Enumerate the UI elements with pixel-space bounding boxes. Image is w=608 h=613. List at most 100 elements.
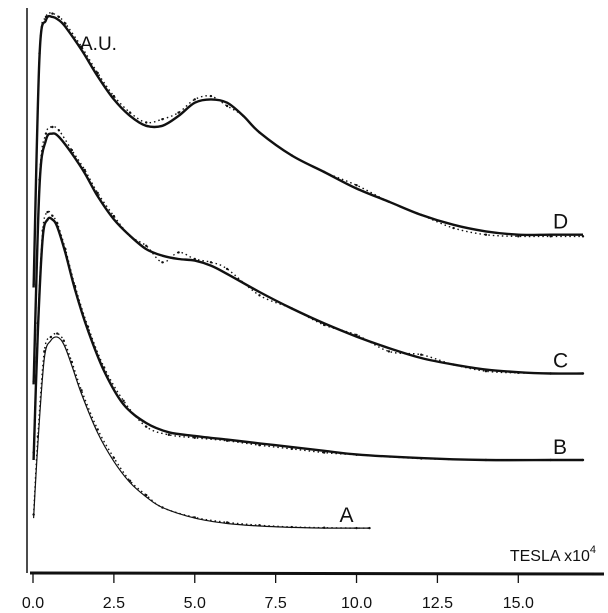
data-point	[225, 521, 229, 524]
curve-labels: A B C D	[339, 211, 568, 527]
data-point	[96, 71, 99, 75]
data-point	[420, 353, 423, 356]
data-point	[387, 350, 391, 353]
x-tick-label: 0.0	[22, 595, 44, 612]
data-point	[32, 283, 35, 286]
data-point	[193, 257, 196, 261]
data-point	[64, 247, 67, 251]
curve-label-c: C	[553, 350, 568, 373]
data-point	[517, 371, 520, 375]
data-point	[64, 22, 67, 25]
data-point	[258, 294, 261, 297]
data-point	[161, 118, 164, 121]
data-point	[41, 229, 44, 232]
x-axis-label-exponent: 4	[590, 544, 596, 556]
data-point	[484, 458, 488, 462]
data-point	[96, 428, 99, 431]
data-point	[122, 399, 125, 402]
data-point	[57, 15, 61, 19]
data-point	[44, 15, 48, 19]
data-curve-d	[32, 12, 583, 285]
data-point	[96, 191, 99, 195]
data-point	[51, 125, 54, 129]
data-point	[193, 516, 196, 519]
x-tick-label: 15.0	[503, 595, 534, 612]
data-point	[83, 168, 86, 172]
data-point	[36, 435, 40, 438]
data-point	[355, 184, 358, 187]
x-tick-label: 7.5	[265, 595, 287, 612]
data-point	[420, 457, 423, 460]
data-point	[355, 453, 358, 457]
data-point	[368, 526, 371, 530]
data-point	[322, 451, 326, 454]
data-point	[549, 372, 552, 375]
data-point	[209, 94, 213, 98]
x-tick-label: 12.5	[422, 595, 453, 612]
data-point	[484, 233, 488, 236]
data-point	[51, 214, 54, 217]
x-tick-label: 5.0	[184, 595, 206, 612]
data-point	[112, 456, 116, 459]
data-point	[355, 333, 358, 337]
data-point	[145, 425, 148, 428]
fit-curve-b	[32, 216, 583, 462]
x-ticks: 0.0 2.5 5.0 7.5 10.0 12.5 15.0	[22, 573, 534, 612]
curve-label-d: D	[553, 211, 568, 234]
data-points	[32, 12, 585, 530]
data-point	[161, 261, 164, 264]
data-point	[225, 267, 229, 271]
data-point	[452, 226, 455, 230]
data-point	[62, 339, 65, 342]
axes	[26, 8, 605, 576]
data-point	[102, 366, 106, 369]
data-point	[56, 332, 59, 335]
data-curve-a	[32, 332, 370, 529]
data-point	[484, 370, 488, 373]
data-point	[581, 458, 585, 462]
data-point	[44, 132, 48, 135]
data-point	[549, 458, 552, 462]
data-point	[290, 307, 294, 310]
data-point	[70, 360, 74, 364]
data-point	[32, 451, 35, 454]
fit-curve-c	[32, 132, 584, 385]
data-point	[290, 525, 294, 529]
data-point	[49, 335, 52, 339]
data-point	[80, 389, 83, 392]
data-point	[32, 513, 35, 516]
data-point	[355, 526, 358, 530]
data-point	[128, 111, 132, 114]
data-point	[209, 261, 213, 264]
data-point	[43, 350, 46, 353]
data-point	[420, 213, 423, 217]
data-point	[56, 222, 59, 225]
data-point	[452, 363, 455, 366]
data-point	[112, 94, 116, 98]
data-point	[128, 234, 132, 238]
fit-curve-a	[33, 336, 370, 529]
x-axis-label: TESLA x104	[510, 544, 596, 565]
y-axis-label: A.U.	[80, 34, 117, 55]
data-point	[167, 433, 171, 437]
data-point	[258, 131, 261, 134]
data-point	[70, 148, 74, 152]
x-tick-label: 2.5	[103, 595, 125, 612]
x-axis-label-text: TESLA x10	[510, 548, 590, 565]
data-point	[581, 372, 585, 375]
x-axis	[29, 571, 605, 576]
data-point	[177, 111, 180, 114]
data-point	[193, 436, 196, 439]
data-point	[145, 244, 148, 247]
data-point	[517, 235, 520, 238]
data-point	[145, 493, 148, 497]
data-point	[145, 121, 148, 124]
data-point	[80, 45, 83, 48]
data-point	[258, 444, 261, 447]
data-point	[73, 284, 77, 288]
data-point	[57, 129, 61, 132]
data-point	[38, 178, 41, 181]
data-point	[86, 325, 90, 328]
data-point	[322, 526, 326, 529]
